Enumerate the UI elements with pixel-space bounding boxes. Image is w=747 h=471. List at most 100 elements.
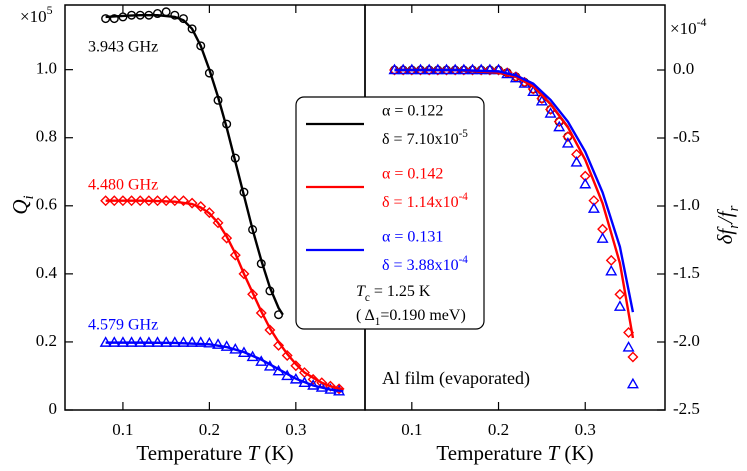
y-tick-label: -0.5 [673,127,700,146]
data-point [441,64,452,76]
fit-line [105,14,284,316]
data-point [134,195,146,207]
data-point [423,64,435,76]
data-point [627,351,639,363]
series-label: 4.579 GHz [88,317,158,334]
data-point [255,307,267,319]
data-point [100,195,112,207]
data-point [458,64,470,76]
data-point [613,300,626,311]
data-point [152,195,163,207]
data-point [101,14,111,24]
y-tick-label: 1.0 [36,59,57,78]
data-point [570,156,583,167]
y-tick-label: 0.0 [673,59,694,78]
text-part: δf [713,226,737,245]
text-part: -4 [459,254,469,266]
y-tick-label: -1.0 [673,195,700,214]
data-point [229,249,241,261]
text-part: δ = 1.14x10 [382,194,459,211]
data-point [527,85,540,96]
data-point [196,41,206,51]
text-part: c [365,292,370,304]
y-tick-label: 0.8 [36,127,57,146]
text-part: -4 [459,191,469,203]
legend-text: δ = 7.10x10-5 [382,128,468,148]
data-point [108,195,120,207]
text-part: (K) [559,441,593,465]
data-point [161,7,171,17]
x-tick-label: 0.3 [285,420,306,439]
y-tick-label: 0 [49,399,58,418]
data-point [273,339,285,351]
fit-line [105,199,344,391]
annotation: Al film (evaporated) [382,368,530,389]
x-tick-label: 0.3 [575,420,596,439]
data-point [596,232,609,243]
data-point [143,195,155,207]
data-point [195,200,207,212]
data-point [475,63,488,75]
text-part: -4 [697,15,707,29]
data-point [535,94,548,106]
data-point [587,202,600,213]
data-point [153,9,163,19]
x-tick-label: 0.1 [401,420,422,439]
x-tick-label: 0.2 [488,420,509,439]
axis-multiplier: ×10-4 [670,15,707,38]
y-tick-label: -2.5 [673,399,700,418]
y-tick-label: 0.6 [36,195,57,214]
data-point [579,177,592,189]
data-point [194,336,207,347]
x-axis-title: Temperature T (K) [136,441,293,465]
y-tick-label: -2.0 [673,331,700,350]
text-part: ×10 [670,19,697,38]
y-axis-title: Qi [8,195,38,214]
text-part: r [726,223,742,229]
data-point [170,10,180,20]
data-point [605,264,618,276]
data-point [109,14,119,24]
text-part: 5 [47,3,53,17]
text-part: T [547,441,560,465]
text-part: T [356,283,366,300]
data-point [544,107,557,118]
data-point [117,195,129,207]
x-tick-label: 0.1 [112,420,133,439]
y-tick-label: -1.5 [673,263,700,282]
data-point [186,197,198,209]
y-tick-label: 0.2 [36,331,57,350]
data-point [187,24,197,34]
data-point [415,64,426,76]
data-point [406,64,418,76]
text-part: δ = 7.10x10 [382,131,459,148]
data-point [397,64,409,76]
fit-line [394,68,635,313]
text-part: i [21,195,37,199]
data-point [160,195,172,207]
data-point [238,268,250,280]
data-point [281,350,293,362]
text-part: -5 [459,128,469,140]
legend-box [295,96,485,330]
plot-area [388,63,639,389]
series-label: 3.943 GHz [88,39,158,56]
text-part: /f [713,208,737,224]
tc-annotation: Tc = 1.25 K [356,283,431,304]
data-point [466,63,479,75]
data-point [169,195,181,207]
data-point [221,232,233,244]
x-axis-title: Temperature T (K) [436,441,593,465]
gap-annotation: ( Δ1=0.190 meV) [356,307,466,328]
y-axis-title: δfr/fr [713,205,743,244]
text-part: T [247,441,260,465]
legend-text: α = 0.142 [382,166,443,183]
data-point [290,360,302,372]
data-point [432,64,444,76]
data-point [212,338,225,349]
data-point [212,217,224,229]
data-point [626,377,639,389]
data-point [561,137,574,148]
data-point [614,288,626,300]
